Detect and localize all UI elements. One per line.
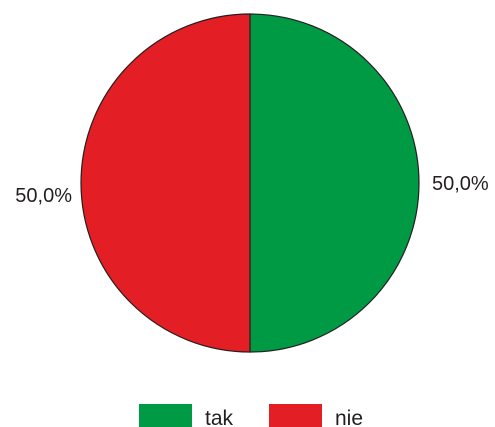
pie-slices	[80, 13, 420, 353]
legend-label-nie: nie	[335, 407, 363, 427]
pie-slice-tak	[249, 13, 420, 353]
legend-swatch-nie	[269, 404, 322, 427]
legend: tak nie	[139, 404, 363, 427]
slice-label-nie: 50,0%	[15, 185, 72, 207]
pie-slice-nie	[80, 13, 251, 353]
legend-swatch-tak	[139, 404, 192, 427]
legend-label-tak: tak	[205, 407, 234, 427]
slice-label-tak: 50,0%	[432, 173, 489, 195]
